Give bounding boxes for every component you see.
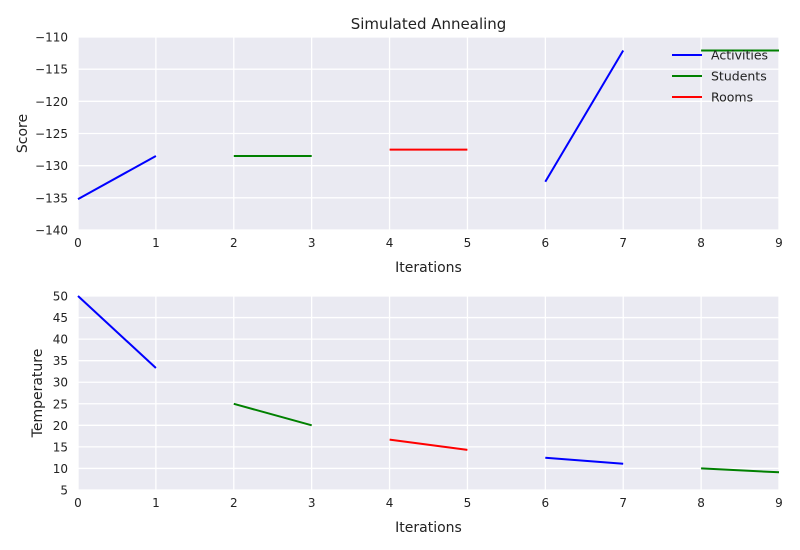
y-tick-label: 40 [53, 333, 68, 347]
y-tick-label: 5 [60, 484, 68, 498]
y-tick-label: −135 [35, 191, 68, 205]
x-tick-label: 6 [542, 496, 550, 510]
x-tick-label: 9 [775, 496, 783, 510]
x-tick-label: 9 [775, 236, 783, 250]
chart-title: Simulated Annealing [351, 15, 507, 33]
series-line-activities [77, 155, 157, 200]
series-line-rooms [389, 438, 468, 451]
x-tick-label: 1 [152, 496, 160, 510]
x-tick-label: 4 [386, 496, 394, 510]
y-axis-label: Temperature [30, 349, 46, 439]
series-line-students [233, 402, 312, 427]
x-tick-label: 7 [619, 236, 627, 250]
y-axis-label: Score [15, 114, 31, 153]
y-tick-label: 50 [53, 290, 68, 304]
score-chart: 0 1 2 3 4 5 6 7 8 9 −110 −115 −120 −125 −130 −135 −140 It… [15, 15, 783, 276]
series-line-activities [545, 456, 624, 465]
y-tick-label: 10 [53, 462, 68, 476]
y-tick-label: 15 [53, 440, 68, 454]
legend: Activities Students Rooms [672, 48, 768, 105]
y-tick-label: −130 [35, 159, 68, 173]
y-tick-label: −125 [35, 127, 68, 141]
x-tick-label: 4 [386, 236, 394, 250]
y-tick-label: 25 [53, 397, 68, 411]
x-tick-label: 0 [74, 236, 82, 250]
legend-label: Rooms [711, 90, 753, 105]
series-line-students [701, 467, 780, 474]
y-tick-label: −115 [35, 63, 68, 77]
series-line-activities [77, 295, 157, 369]
x-axis-label: Iterations [395, 520, 462, 536]
x-tick-label: 2 [230, 496, 238, 510]
y-tick-label: −110 [35, 31, 68, 45]
x-tick-label: 5 [464, 236, 472, 250]
x-tick-label: 8 [697, 236, 705, 250]
x-tick-label: 0 [74, 496, 82, 510]
x-tick-label: 6 [542, 236, 550, 250]
legend-label: Activities [711, 48, 768, 63]
x-tick-label: 5 [464, 496, 472, 510]
x-tick-label: 3 [308, 236, 316, 250]
x-tick-label: 3 [308, 496, 316, 510]
y-tick-label: −120 [35, 95, 68, 109]
x-tick-label: 1 [152, 236, 160, 250]
y-tick-label: 35 [53, 354, 68, 368]
y-tick-label: 20 [53, 419, 68, 433]
temperature-chart: 0 1 2 3 4 5 6 7 8 95045403530252015105IterationsT… [30, 290, 783, 537]
y-tick-label: 45 [53, 311, 68, 325]
y-tick-label: 30 [53, 376, 68, 390]
x-tick-label: 7 [619, 496, 627, 510]
legend-label: Students [711, 69, 767, 84]
x-axis-label: Iterations [395, 260, 462, 276]
x-tick-label: 2 [230, 236, 238, 250]
y-tick-label: −140 [35, 224, 68, 238]
x-tick-label: 8 [697, 496, 705, 510]
series-line-activities [544, 49, 625, 183]
plot-area [78, 296, 779, 490]
